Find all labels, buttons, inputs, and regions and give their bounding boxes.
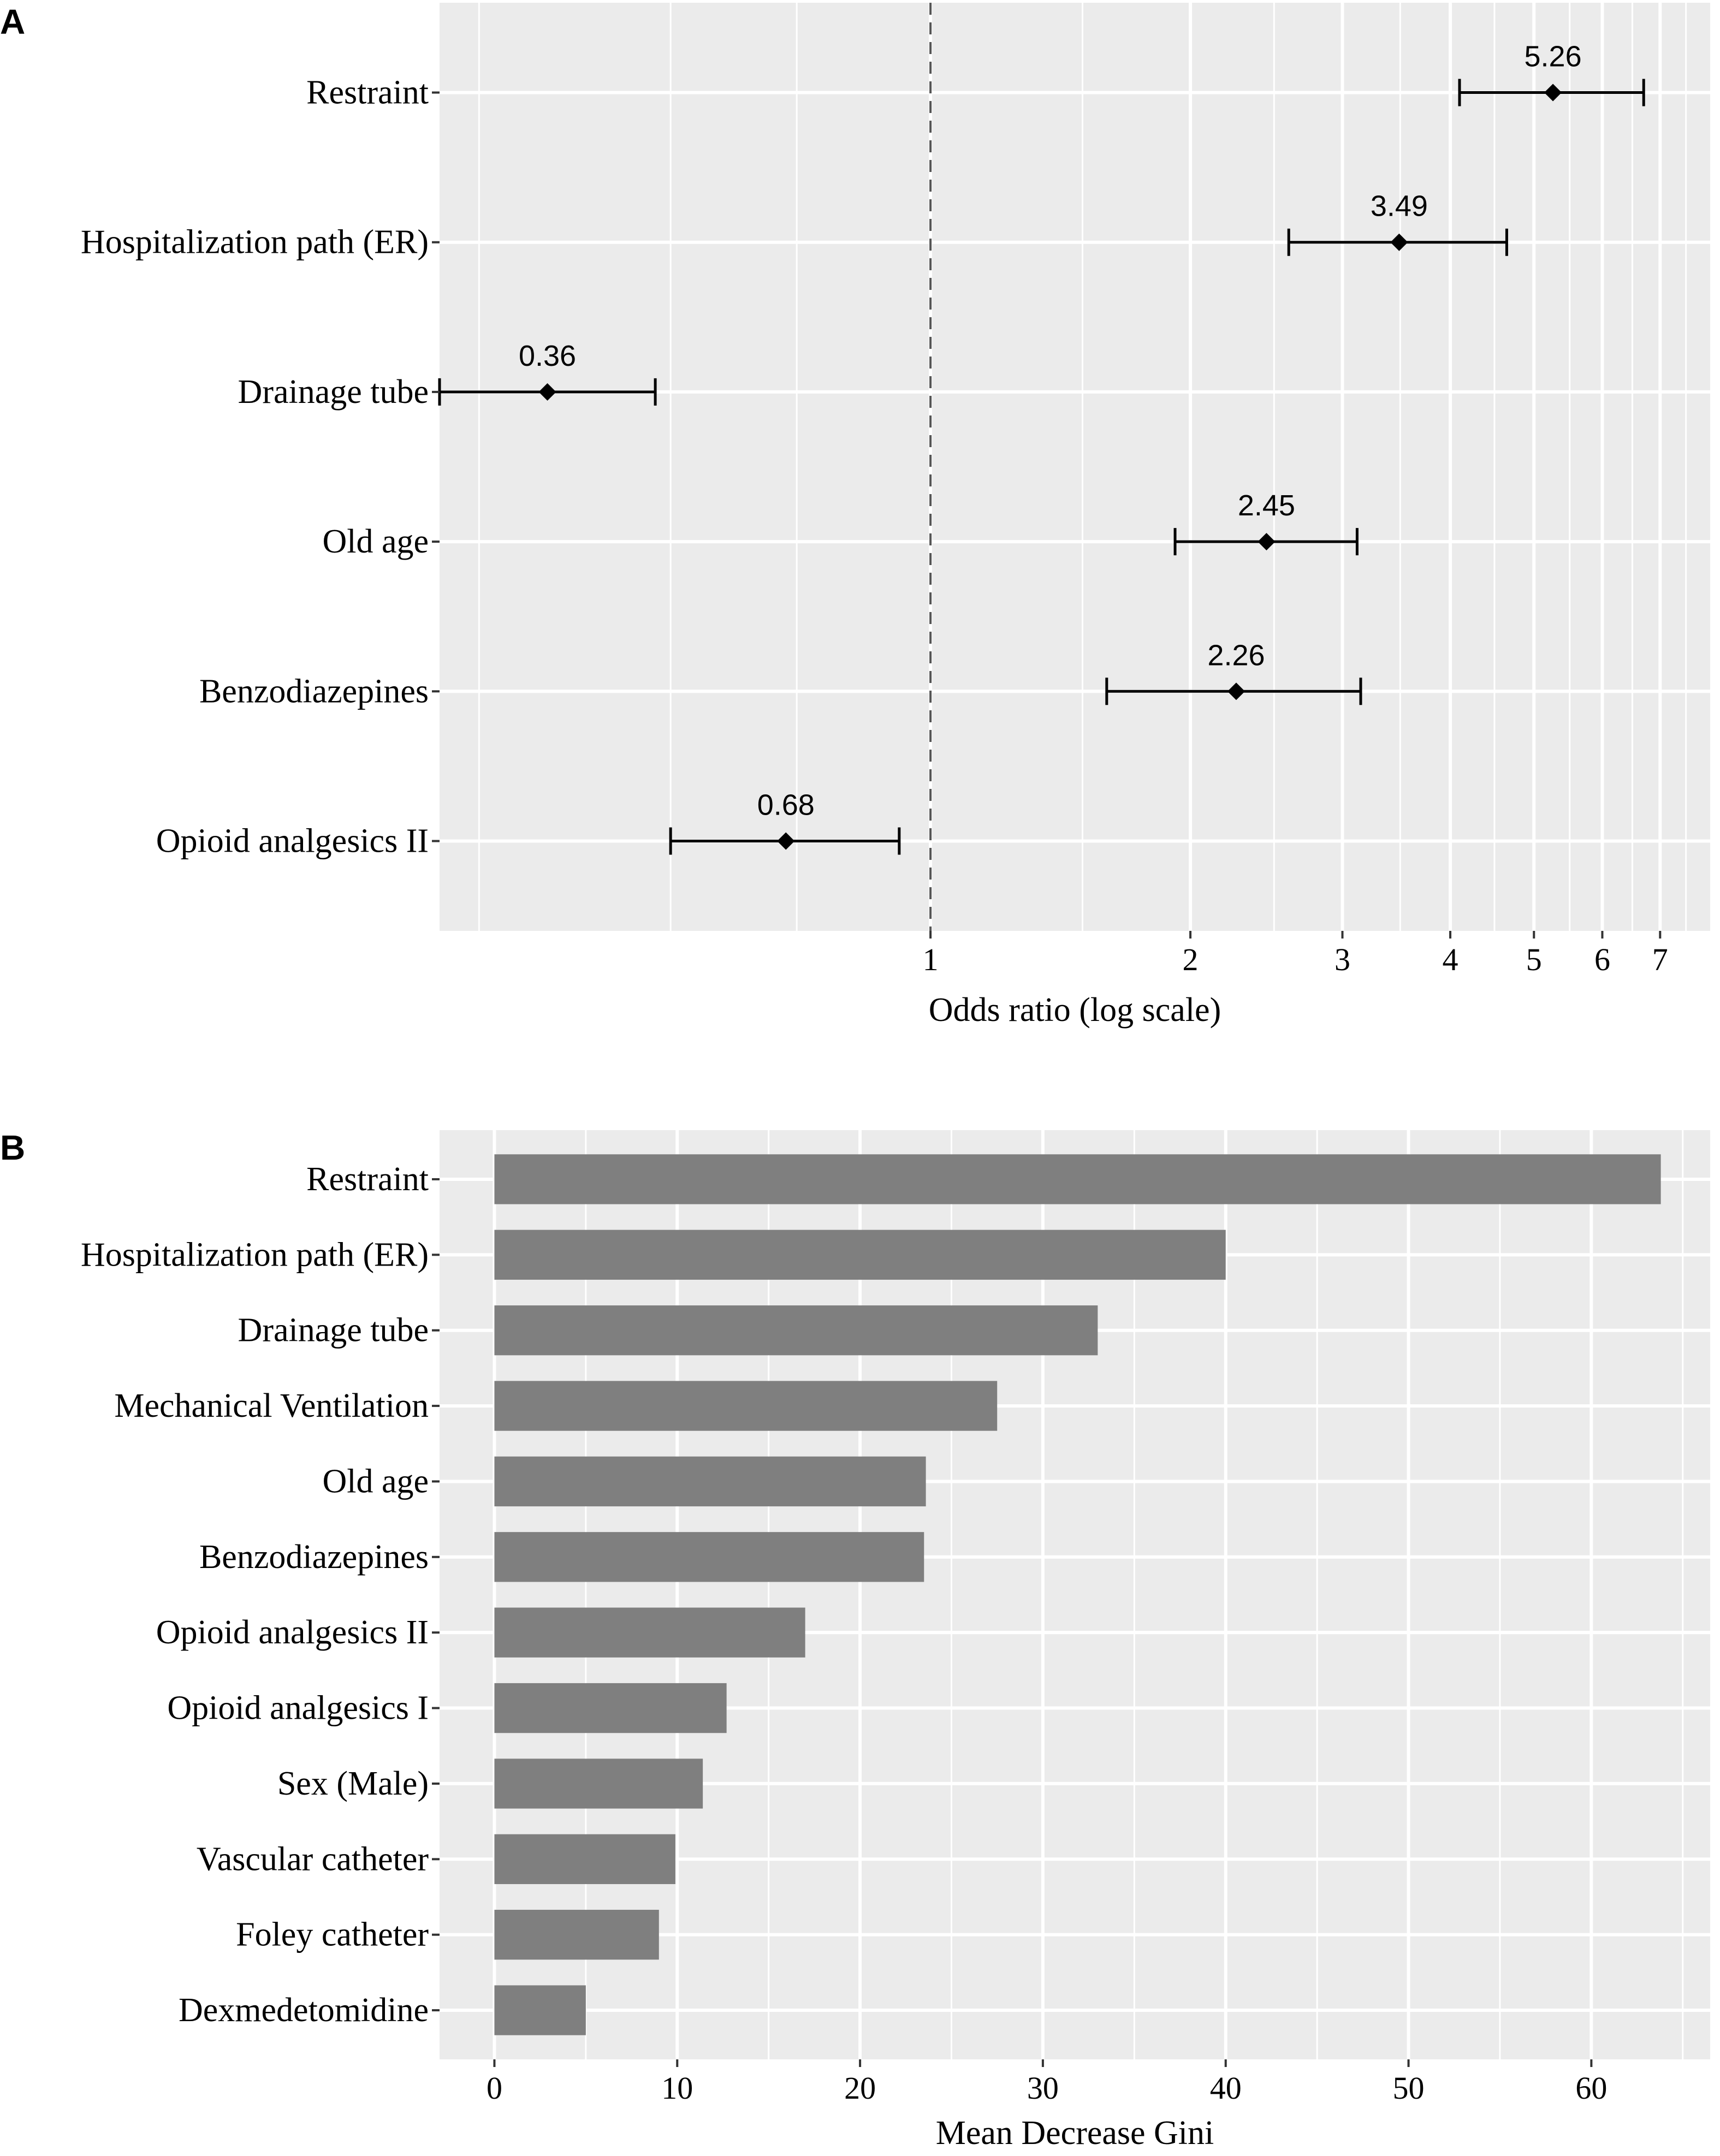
plot-background-b [440, 1130, 1710, 2059]
x-tick-label-b: 10 [661, 2070, 693, 2106]
category-label: Opioid analgesics I [167, 1690, 429, 1727]
point-estimate [1390, 233, 1408, 251]
category-label: Drainage tube [238, 1312, 429, 1349]
x-tick-label-b: 20 [844, 2070, 876, 2106]
point-estimate [1258, 533, 1276, 551]
bar [494, 1683, 727, 1733]
x-tick-label-b: 0 [487, 2070, 502, 2106]
point-estimate [538, 383, 556, 401]
x-tick-label-a: 1 [923, 942, 939, 977]
category-label: Hospitalization path (ER) [81, 224, 429, 261]
category-label: Hospitalization path (ER) [81, 1236, 429, 1273]
x-tick-label-a: 7 [1652, 942, 1668, 977]
bar [494, 1456, 926, 1507]
estimate-label: 5.26 [1525, 40, 1582, 73]
bar [494, 1985, 586, 2035]
panel-b-letter: B [0, 1128, 25, 1167]
bar [494, 1834, 675, 1884]
x-tick-label-a: 4 [1443, 942, 1458, 977]
x-axis-title-a: Odds ratio (log scale) [929, 991, 1221, 1029]
bar [494, 1230, 1226, 1280]
x-tick-label-b: 60 [1575, 2070, 1607, 2106]
category-label: Foley catheter [236, 1916, 429, 1953]
x-tick-label-b: 30 [1027, 2070, 1059, 2106]
x-axis-title-b: Mean Decrease Gini [936, 2115, 1214, 2152]
bar [494, 1305, 1098, 1356]
estimate-label: 0.68 [757, 788, 815, 821]
x-tick-label-b: 50 [1393, 2070, 1425, 2106]
category-label: Benzodiazepines [199, 1539, 429, 1576]
category-label: Opioid analgesics II [156, 822, 429, 859]
x-tick-label-a: 6 [1594, 942, 1610, 977]
x-tick-label-b: 40 [1210, 2070, 1242, 2106]
category-label: Opioid analgesics II [156, 1614, 429, 1651]
bar [494, 1910, 659, 1960]
forest-plot-panel: A 5.26 Restraint 3.49 Hospitalization path … [0, 2, 1710, 1029]
estimate-label: 2.45 [1238, 489, 1295, 522]
category-label: Restraint [306, 74, 429, 111]
bar [494, 1381, 998, 1431]
category-label: Sex (Male) [277, 1765, 429, 1802]
category-label: Mechanical Ventilation [114, 1387, 429, 1424]
point-estimate [1544, 84, 1562, 102]
bar [494, 1532, 924, 1582]
point-estimate [777, 832, 795, 850]
point-estimate [1227, 682, 1245, 700]
estimate-label: 2.26 [1207, 639, 1265, 672]
plot-background-a [440, 3, 1710, 931]
x-tick-label-a: 3 [1335, 942, 1350, 977]
bar [494, 1154, 1661, 1204]
estimate-label: 0.36 [519, 340, 576, 372]
category-label: Old age [322, 1463, 429, 1500]
category-label: Restraint [306, 1161, 429, 1198]
bar [494, 1759, 703, 1809]
bar [494, 1607, 805, 1658]
category-label: Benzodiazepines [199, 673, 429, 710]
estimate-label: 3.49 [1371, 190, 1428, 223]
category-label: Dexmedetomidine [179, 1992, 429, 2029]
category-label: Vascular catheter [197, 1840, 429, 1878]
x-tick-label-a: 5 [1526, 942, 1542, 977]
panel-a-letter: A [0, 2, 25, 41]
bar-chart-panel: B Restraint Hospitalization path (ER) Drai… [0, 1128, 1710, 2152]
category-label: Old age [322, 523, 429, 560]
x-tick-label-a: 2 [1183, 942, 1199, 977]
category-label: Drainage tube [238, 373, 429, 411]
